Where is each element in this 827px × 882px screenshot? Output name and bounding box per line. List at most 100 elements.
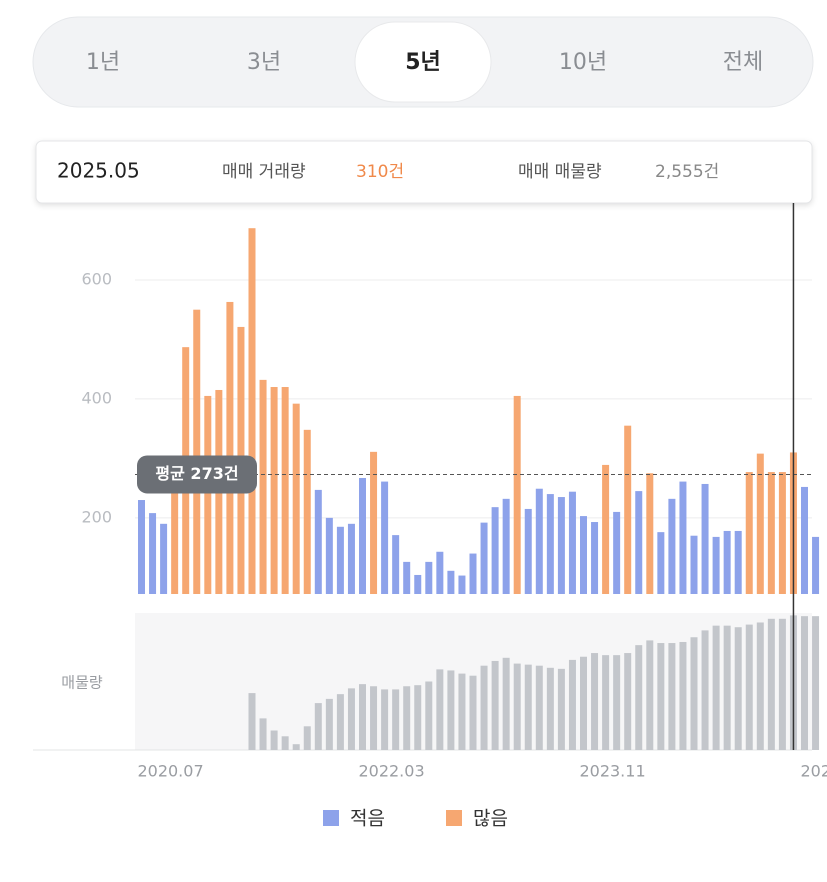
bar bbox=[436, 551, 444, 594]
tab[interactable]: 10년 bbox=[559, 50, 607, 75]
bar bbox=[204, 395, 212, 594]
legend-swatch bbox=[323, 810, 339, 826]
bar bbox=[668, 498, 676, 594]
bar bbox=[248, 693, 256, 750]
bar bbox=[580, 516, 587, 594]
x-tick-label: 2025.07 bbox=[800, 762, 827, 781]
tooltip-value: 2,555건 bbox=[655, 162, 719, 182]
bar bbox=[701, 483, 709, 594]
bar bbox=[259, 718, 267, 750]
bar bbox=[657, 643, 665, 750]
bar bbox=[801, 616, 808, 750]
bar bbox=[425, 561, 433, 594]
tab[interactable]: 5년 bbox=[405, 50, 441, 75]
bar bbox=[469, 675, 477, 750]
bar bbox=[303, 726, 311, 750]
bar bbox=[149, 513, 157, 594]
bar bbox=[812, 616, 820, 750]
bar bbox=[248, 228, 256, 594]
bar bbox=[414, 574, 422, 594]
legend-swatch bbox=[446, 810, 462, 826]
tooltip-label: 매매 거래량 bbox=[222, 162, 306, 182]
bar bbox=[657, 532, 665, 594]
bar bbox=[591, 522, 599, 594]
bar bbox=[370, 451, 378, 594]
bar bbox=[734, 530, 742, 594]
tab[interactable]: 1년 bbox=[86, 50, 120, 75]
bar bbox=[557, 497, 565, 594]
tooltip-date: 2025.05 bbox=[57, 159, 140, 183]
bar bbox=[314, 703, 322, 750]
bar bbox=[767, 618, 775, 750]
bar bbox=[226, 301, 234, 594]
bar bbox=[646, 473, 654, 594]
tooltip-value: 310건 bbox=[356, 162, 404, 182]
bar bbox=[480, 522, 488, 594]
bar bbox=[303, 429, 311, 594]
bar bbox=[535, 488, 543, 594]
bar bbox=[160, 523, 168, 594]
bar bbox=[723, 530, 731, 594]
bar bbox=[513, 395, 521, 594]
bar bbox=[347, 523, 355, 594]
legend-label: 많음 bbox=[473, 808, 508, 830]
bar bbox=[403, 561, 411, 594]
x-tick-label: 2023.11 bbox=[579, 762, 645, 781]
bar bbox=[801, 486, 808, 594]
y-tick-label: 600 bbox=[81, 269, 112, 288]
bar bbox=[602, 655, 610, 750]
bar bbox=[568, 491, 576, 594]
bar bbox=[646, 640, 654, 750]
bar bbox=[613, 511, 621, 594]
bar bbox=[171, 464, 179, 594]
tooltip-label: 매매 매물량 bbox=[518, 162, 602, 182]
bar bbox=[281, 387, 289, 594]
bar bbox=[292, 744, 300, 750]
bar bbox=[425, 681, 433, 750]
bar bbox=[535, 665, 543, 750]
bar bbox=[712, 536, 720, 594]
bar bbox=[502, 498, 510, 594]
bar bbox=[690, 535, 698, 594]
x-tick-label: 2022.03 bbox=[358, 762, 424, 781]
bar bbox=[259, 379, 267, 594]
bar bbox=[458, 673, 466, 750]
bar bbox=[370, 686, 378, 750]
bar bbox=[381, 481, 389, 594]
bar bbox=[546, 494, 554, 594]
bar bbox=[756, 453, 764, 594]
bar bbox=[359, 478, 366, 594]
bar bbox=[325, 517, 333, 594]
bar bbox=[745, 472, 753, 594]
bar bbox=[712, 625, 720, 750]
bar bbox=[635, 645, 643, 750]
bar bbox=[359, 684, 366, 750]
bar bbox=[347, 688, 355, 750]
average-label: 평균 273건 bbox=[155, 464, 238, 483]
x-tick-label: 2020.07 bbox=[137, 762, 203, 781]
tab[interactable]: 3년 bbox=[247, 50, 281, 75]
bar bbox=[624, 425, 632, 594]
bar bbox=[392, 689, 400, 750]
bar bbox=[403, 686, 411, 750]
bar bbox=[679, 481, 687, 594]
bar bbox=[701, 630, 709, 750]
bar bbox=[292, 403, 300, 594]
bar bbox=[436, 669, 444, 750]
bar bbox=[778, 472, 786, 594]
bar bbox=[469, 553, 477, 594]
bar bbox=[414, 685, 422, 750]
tab[interactable]: 전체 bbox=[723, 50, 763, 75]
bar bbox=[624, 653, 632, 750]
bar bbox=[767, 472, 775, 594]
bar bbox=[502, 657, 510, 750]
bar bbox=[812, 536, 820, 594]
bar bbox=[756, 622, 764, 750]
bar bbox=[193, 309, 201, 594]
bar bbox=[381, 689, 389, 750]
bar bbox=[745, 624, 753, 750]
bar bbox=[491, 660, 499, 750]
bar bbox=[138, 500, 145, 594]
